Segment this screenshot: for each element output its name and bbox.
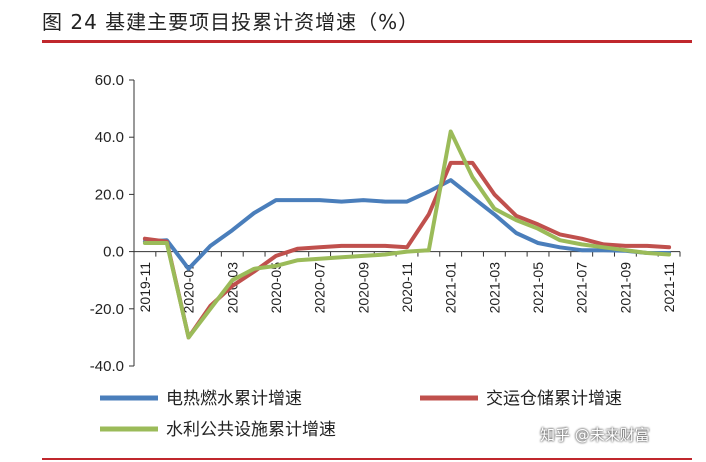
x-tick-label: 2020-07	[312, 262, 328, 314]
x-tick-label: 2019-11	[137, 262, 153, 313]
y-tick-label: 60.0	[95, 72, 124, 89]
legend-label-3: 水利公共设施累计增速	[166, 420, 336, 440]
watermark: 知乎 @未来财富	[540, 426, 650, 444]
x-tick-label: 2021-09	[617, 262, 633, 314]
y-tick-label: -40.0	[90, 358, 124, 375]
y-tick-label: 40.0	[95, 129, 124, 146]
y-tick-label: 20.0	[95, 186, 124, 203]
legend-label-1: 电热燃水累计增速	[166, 389, 302, 409]
x-tick-label: 2020-11	[399, 262, 415, 313]
legend-label-2: 交运仓储累计增速	[486, 389, 622, 409]
y-tick-label: 0.0	[103, 244, 124, 261]
x-tick-label: 2021-01	[443, 262, 459, 314]
series-line-1	[142, 178, 672, 271]
chart-series	[142, 129, 672, 340]
x-tick-label: 2020-01	[181, 262, 197, 314]
x-tick-label: 2020-05	[268, 262, 284, 314]
x-tick-label: 2021-11	[661, 262, 677, 313]
bottom-divider	[42, 458, 692, 460]
x-tick-label: 2021-07	[574, 262, 590, 314]
chart-title: 图 24 基建主要项目投累计资增速（%）	[42, 10, 420, 34]
x-tick-label: 2020-09	[355, 262, 371, 314]
x-tick-label: 2021-03	[486, 262, 502, 314]
series-line-3	[142, 129, 672, 340]
title-divider	[42, 40, 692, 43]
x-tick-label: 2021-05	[530, 262, 546, 314]
y-tick-label: -20.0	[90, 301, 124, 318]
series-line-2	[142, 160, 672, 340]
chart-axes: 60.0 40.0 20.0 0.0 -20.0 -40.0 2019-11 2020-01 2…	[90, 72, 681, 375]
